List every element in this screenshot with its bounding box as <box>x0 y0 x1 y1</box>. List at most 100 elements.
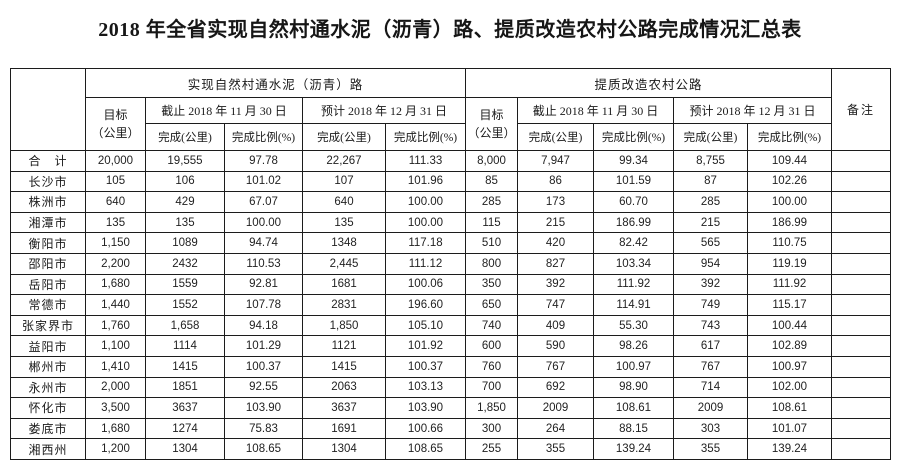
g2-value-cell: 264 <box>517 417 594 440</box>
region-name-cell: 岳阳市 <box>10 273 86 296</box>
g1-value-cell: 19,555 <box>145 150 225 172</box>
g1-value-cell: 108.65 <box>385 438 466 460</box>
g2-target-line2: （公里） <box>467 126 516 140</box>
g1-period1-header: 截止 2018 年 11 月 30 日 <box>145 97 303 124</box>
g1-value-cell: 103.90 <box>224 397 303 419</box>
region-name-cell: 长沙市 <box>10 170 86 193</box>
g2-target-line1: 目标 <box>479 108 504 122</box>
table-body: 合 计 20,000 19,555 97.78 22,267 111.33 8,000 7,9… <box>10 150 891 460</box>
g2-value-cell: 115 <box>465 211 518 234</box>
g2-value-cell: 186.99 <box>747 211 832 234</box>
table-row: 邵阳市 2,200 2432 110.53 2,445 111.12 800 827 103.3… <box>10 252 891 275</box>
g1-value-cell: 1304 <box>145 438 225 460</box>
remark-cell <box>831 355 891 378</box>
g1-value-cell: 1691 <box>302 417 386 440</box>
g1-value-cell: 1,850 <box>302 314 386 337</box>
remark-cell <box>831 191 891 213</box>
g2-value-cell: 409 <box>517 314 594 337</box>
g1-value-cell: 135 <box>145 211 225 234</box>
g2-value-cell: 650 <box>465 294 518 316</box>
g1-value-cell: 1,680 <box>85 417 146 440</box>
table-row: 常德市 1,440 1552 107.78 2831 196.60 650 747 114.91… <box>10 294 891 316</box>
g1-value-cell: 94.18 <box>224 314 303 337</box>
region-name-cell: 湘潭市 <box>10 211 86 234</box>
g2-value-cell: 100.97 <box>593 355 674 378</box>
g1-value-cell: 1415 <box>145 355 225 378</box>
g1-value-cell: 196.60 <box>385 294 466 316</box>
region-name-cell: 郴州市 <box>10 355 86 378</box>
g1-value-cell: 111.12 <box>385 252 466 275</box>
g1-value-cell: 1274 <box>145 417 225 440</box>
g2-p1-ratio-header: 完成比例(%) <box>593 123 674 151</box>
g2-value-cell: 827 <box>517 252 594 275</box>
g1-value-cell: 107.78 <box>224 294 303 316</box>
g2-p2-completed-header: 完成(公里) <box>673 123 748 151</box>
table-row: 娄底市 1,680 1274 75.83 1691 100.66 300 264 88.15 30… <box>10 417 891 440</box>
region-name-cell: 株洲市 <box>10 191 86 213</box>
table-row: 湘潭市 135 135 100.00 135 100.00 115 215 186.99 215 1… <box>10 211 891 234</box>
g1-value-cell: 100.06 <box>385 273 466 296</box>
g2-p1-completed-header: 完成(公里) <box>517 123 594 151</box>
g1-value-cell: 1552 <box>145 294 225 316</box>
g1-value-cell: 108.65 <box>224 438 303 460</box>
g2-value-cell: 139.24 <box>593 438 674 460</box>
table-row: 张家界市 1,760 1,658 94.18 1,850 105.10 740 409 55.3… <box>10 314 891 337</box>
g1-value-cell: 1089 <box>145 232 225 254</box>
g2-value-cell: 8,755 <box>673 150 748 172</box>
region-name-cell: 怀化市 <box>10 397 86 419</box>
g1-value-cell: 67.07 <box>224 191 303 213</box>
g2-value-cell: 2009 <box>673 397 748 419</box>
g2-value-cell: 102.26 <box>747 170 832 193</box>
g2-value-cell: 392 <box>673 273 748 296</box>
g2-p2-ratio-header: 完成比例(%) <box>747 123 832 151</box>
remark-cell <box>831 170 891 193</box>
g1-value-cell: 103.13 <box>385 376 466 399</box>
g2-value-cell: 85 <box>465 170 518 193</box>
table-row: 永州市 2,000 1851 92.55 2063 103.13 700 692 98.90 71… <box>10 376 891 399</box>
region-name-cell: 合 计 <box>10 150 86 172</box>
region-name-cell: 娄底市 <box>10 417 86 440</box>
g2-value-cell: 115.17 <box>747 294 832 316</box>
g1-value-cell: 75.83 <box>224 417 303 440</box>
g2-value-cell: 355 <box>517 438 594 460</box>
g2-value-cell: 350 <box>465 273 518 296</box>
g1-value-cell: 1,200 <box>85 438 146 460</box>
g2-value-cell: 8,000 <box>465 150 518 172</box>
g2-value-cell: 747 <box>517 294 594 316</box>
g1-value-cell: 97.78 <box>224 150 303 172</box>
g1-value-cell: 1,150 <box>85 232 146 254</box>
g2-value-cell: 760 <box>465 355 518 378</box>
g1-value-cell: 2,445 <box>302 252 386 275</box>
g1-value-cell: 101.29 <box>224 335 303 357</box>
g2-value-cell: 700 <box>465 376 518 399</box>
remark-cell <box>831 376 891 399</box>
corner-cell <box>10 68 86 151</box>
g1-value-cell: 100.66 <box>385 417 466 440</box>
g1-period2-header: 预计 2018 年 12 月 31 日 <box>302 97 466 124</box>
g1-value-cell: 1,680 <box>85 273 146 296</box>
g2-period2-header: 预计 2018 年 12 月 31 日 <box>673 97 832 124</box>
region-name-cell: 衡阳市 <box>10 232 86 254</box>
g1-value-cell: 1121 <box>302 335 386 357</box>
g2-value-cell: 420 <box>517 232 594 254</box>
g1-value-cell: 1348 <box>302 232 386 254</box>
g1-value-cell: 100.37 <box>224 355 303 378</box>
summary-table: 实现自然村通水泥（沥青）路 提质改造农村公路 备注 目标 （公里） 截止 201… <box>10 68 891 460</box>
g1-value-cell: 1559 <box>145 273 225 296</box>
remark-cell <box>831 273 891 296</box>
g2-value-cell: 255 <box>465 438 518 460</box>
remark-cell <box>831 252 891 275</box>
g1-value-cell: 92.81 <box>224 273 303 296</box>
g2-value-cell: 87 <box>673 170 748 193</box>
g2-value-cell: 110.75 <box>747 232 832 254</box>
g1-value-cell: 2,000 <box>85 376 146 399</box>
g1-value-cell: 1415 <box>302 355 386 378</box>
g2-value-cell: 1,850 <box>465 397 518 419</box>
g1-value-cell: 100.00 <box>385 211 466 234</box>
g1-value-cell: 1681 <box>302 273 386 296</box>
g1-p2-ratio-header: 完成比例(%) <box>385 123 466 151</box>
g1-value-cell: 100.00 <box>224 211 303 234</box>
g2-value-cell: 954 <box>673 252 748 275</box>
table-row: 郴州市 1,410 1415 100.37 1415 100.37 760 767 100.97… <box>10 355 891 378</box>
